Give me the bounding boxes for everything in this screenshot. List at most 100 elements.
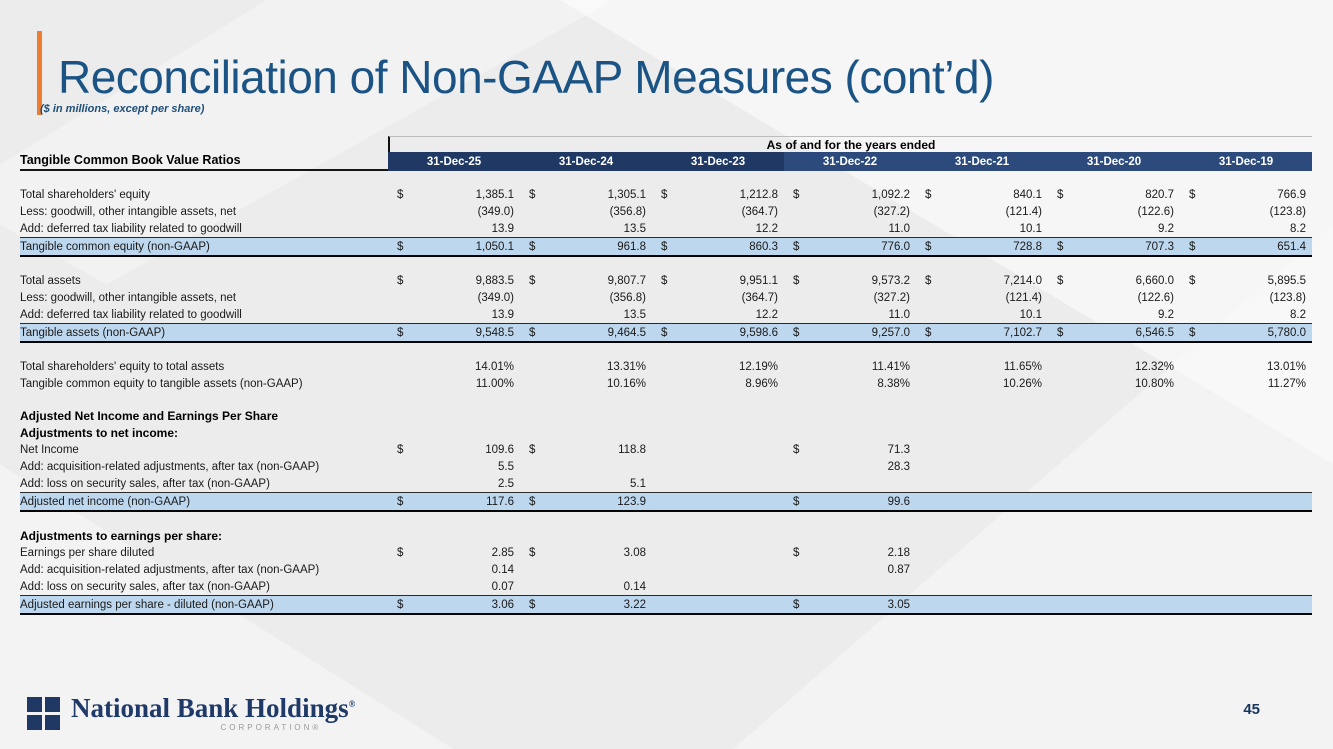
currency-symbol: $ — [925, 326, 932, 339]
row-label: Add: acquisition-related adjustments, af… — [20, 563, 320, 576]
value-cell: (356.8) — [520, 206, 652, 218]
currency-symbol: $ — [793, 274, 800, 287]
currency-symbol: $ — [661, 274, 668, 287]
cell-value: (121.4) — [1005, 291, 1042, 304]
currency-symbol: $ — [397, 274, 404, 287]
cell-value: 12.32% — [1134, 360, 1174, 373]
value-cell: (122.6) — [1048, 206, 1180, 218]
row-label: Tangible assets (non-GAAP) — [20, 326, 166, 339]
section-heading-row: Adjusted Net Income and Earnings Per Sha… — [20, 407, 1312, 424]
cell-value: 12.2 — [755, 308, 778, 321]
data-row: Add: loss on security sales, after tax (… — [20, 578, 1312, 595]
cell-value: 13.9 — [491, 308, 514, 321]
total-row: Adjusted net income (non-GAAP) $117.6 $123… — [20, 492, 1312, 512]
cell-value: (356.8) — [609, 291, 646, 304]
value-cell: $707.3 — [1048, 241, 1180, 253]
total-row: Tangible common equity (non-GAAP) $1,050.… — [20, 237, 1312, 257]
value-cell: $7,102.7 — [916, 327, 1048, 339]
value-cell: 2.5 — [388, 478, 520, 490]
units-note: ($ in millions, except per share) — [40, 103, 205, 115]
value-cell: $3.22 — [520, 599, 652, 611]
cell-value: 14.01% — [474, 360, 514, 373]
row-label: Adjustments to earnings per share: — [20, 528, 223, 543]
cell-value: (122.6) — [1137, 205, 1174, 218]
value-cell: $2.85 — [388, 547, 520, 559]
value-cell: $3.08 — [520, 547, 652, 559]
total-row: Adjusted earnings per share - diluted (n… — [20, 595, 1312, 615]
value-cell: $99.6 — [784, 496, 916, 508]
currency-symbol: $ — [1189, 326, 1196, 339]
value-cell: (364.7) — [652, 292, 784, 304]
value-cell: (349.0) — [388, 292, 520, 304]
cell-value: 1,385.1 — [475, 188, 514, 201]
cell-value: 11.00% — [475, 377, 514, 390]
value-cell: 8.2 — [1180, 309, 1312, 321]
value-cell: 8.96% — [652, 378, 784, 390]
value-cell: 10.16% — [520, 378, 652, 390]
value-cell: 10.26% — [916, 378, 1048, 390]
value-cell: $2.18 — [784, 547, 916, 559]
currency-symbol: $ — [529, 326, 536, 339]
spacer-row — [20, 512, 1312, 527]
column-header-31-Dec-19: 31-Dec-19 — [1180, 152, 1312, 171]
value-cell: $109.6 — [388, 444, 520, 456]
value-cell: $1,092.2 — [784, 189, 916, 201]
value-cell: $766.9 — [1180, 189, 1312, 201]
value-cell: (364.7) — [652, 206, 784, 218]
data-row: Total shareholders' equity $1,385.1 $1,305… — [20, 186, 1312, 203]
currency-symbol: $ — [1189, 240, 1196, 253]
currency-symbol: $ — [529, 598, 536, 611]
cell-value: 11.65% — [1003, 360, 1042, 373]
cell-value: 13.31% — [606, 360, 646, 373]
cell-value: 1,050.1 — [475, 240, 514, 253]
value-cell: $9,573.2 — [784, 275, 916, 287]
cell-value: 9.2 — [1158, 308, 1174, 321]
value-cell: $776.0 — [784, 241, 916, 253]
date-header-row: Tangible Common Book Value Ratios 31-Dec… — [20, 152, 1312, 171]
cell-value: (327.2) — [873, 205, 910, 218]
data-row: Earnings per share diluted $2.85 $3.08 $2.1… — [20, 544, 1312, 561]
cell-value: 5.1 — [630, 477, 646, 490]
cell-value: 6,546.5 — [1135, 326, 1174, 339]
column-header-31-Dec-20: 31-Dec-20 — [1048, 152, 1180, 171]
section-heading-row: Adjustments to net income: — [20, 424, 1312, 441]
spacer-row — [20, 257, 1312, 272]
currency-symbol: $ — [1057, 188, 1064, 201]
spacer-row — [20, 343, 1312, 358]
value-cell: (349.0) — [388, 206, 520, 218]
currency-symbol: $ — [925, 188, 932, 201]
currency-symbol: $ — [925, 240, 932, 253]
cell-value: 8.96% — [745, 377, 778, 390]
cell-value: 10.80% — [1134, 377, 1174, 390]
data-row: Total shareholders' equity to total asse… — [20, 358, 1312, 375]
column-header-31-Dec-25: 31-Dec-25 — [388, 152, 520, 171]
cell-value: 11.41% — [871, 360, 910, 373]
cell-value: (122.6) — [1137, 291, 1174, 304]
row-label: Adjustments to net income: — [20, 425, 179, 440]
value-cell: 13.5 — [520, 223, 652, 235]
value-cell: 13.5 — [520, 309, 652, 321]
row-label: Less: goodwill, other intangible assets,… — [20, 205, 237, 218]
cell-value: (327.2) — [873, 291, 910, 304]
value-cell: 10.1 — [916, 223, 1048, 235]
currency-symbol: $ — [793, 598, 800, 611]
currency-symbol: $ — [529, 546, 536, 559]
cell-value: 3.22 — [623, 598, 646, 611]
currency-symbol: $ — [529, 495, 536, 508]
value-cell: (356.8) — [520, 292, 652, 304]
data-row: Add: acquisition-related adjustments, af… — [20, 458, 1312, 475]
value-cell: $3.06 — [388, 599, 520, 611]
value-cell: (123.8) — [1180, 206, 1312, 218]
currency-symbol: $ — [1057, 240, 1064, 253]
row-label: Tangible common equity (non-GAAP) — [20, 240, 210, 253]
value-cell: $118.8 — [520, 444, 652, 456]
currency-symbol: $ — [793, 443, 800, 456]
value-cell: $5,780.0 — [1180, 327, 1312, 339]
currency-symbol: $ — [529, 240, 536, 253]
row-label: Less: goodwill, other intangible assets,… — [20, 291, 237, 304]
cell-value: 2.85 — [491, 546, 514, 559]
value-cell: (122.6) — [1048, 292, 1180, 304]
spacer-row — [20, 171, 1312, 186]
cell-value: 9.2 — [1158, 222, 1174, 235]
value-cell: 28.3 — [784, 461, 916, 473]
